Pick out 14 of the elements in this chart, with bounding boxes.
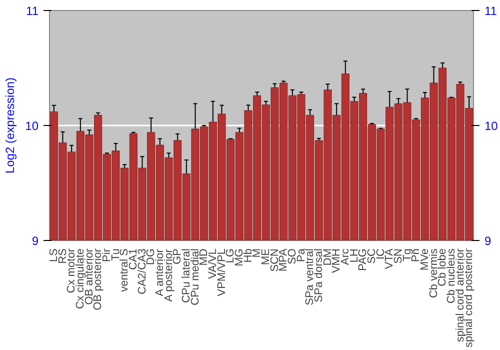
x-tick-label: spinal cord posterior xyxy=(463,248,476,348)
y2-tick-label: 10 xyxy=(484,119,498,133)
x-tick-label: Arc xyxy=(339,248,352,265)
x-tick-label: SO xyxy=(286,248,298,264)
y-axis-title: Log2 (expression) xyxy=(3,77,18,174)
x-tick-label: MVe xyxy=(418,248,431,271)
y-tick-label: 10 xyxy=(25,119,39,133)
y-tick-label: 11 xyxy=(26,4,39,18)
x-tick-label: SPa dorsal xyxy=(312,248,325,302)
y-tick-label: 9 xyxy=(32,234,39,248)
x-tick-label: Cb nucleus xyxy=(445,248,458,304)
y2-tick-label: 11 xyxy=(484,4,498,18)
y2-tick-label: 9 xyxy=(484,234,492,248)
x-tick-label: RS xyxy=(56,248,69,264)
